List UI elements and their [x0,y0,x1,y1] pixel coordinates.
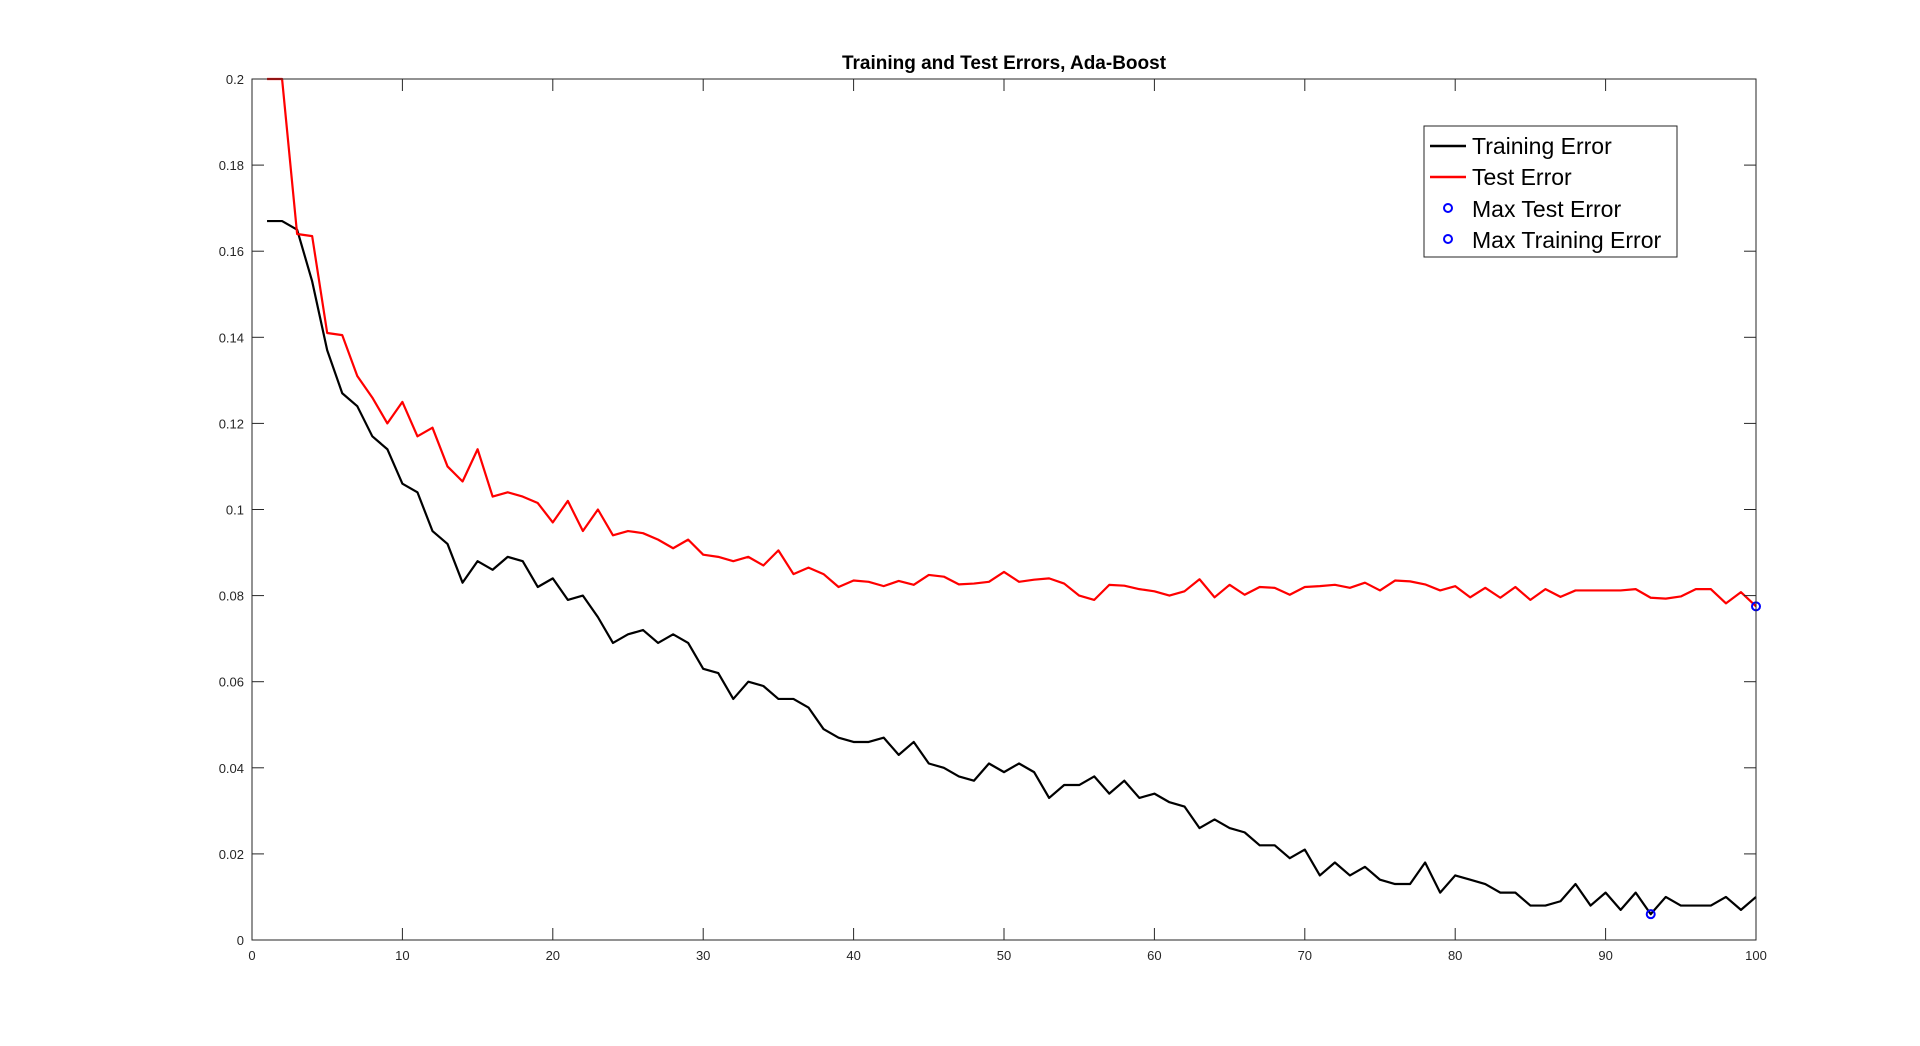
legend-box [1423,125,1678,258]
y-axis: 0 0.02 0.04 0.06 0.08 0.1 0.12 0.14 0.16 0.18 0.2 [219,72,1756,948]
legend-marker-max-training-error [1443,234,1453,244]
legend-label-max-test-error: Max Test Error [1472,196,1621,222]
x-tick-label: 40 [846,948,860,963]
y-tick-label: 0.14 [219,330,244,345]
series-line-test-error [267,77,1757,608]
x-tick-label: 80 [1448,948,1462,963]
marker-max-training-error [1645,909,1656,920]
y-tick-label: 0.02 [219,847,244,862]
y-tick-label: 0.08 [219,589,244,604]
y-tick-label: 0.2 [226,72,244,87]
y-tick-label: 0.16 [219,244,244,259]
y-tick-label: 0.04 [219,761,244,776]
x-tick-label: 30 [696,948,710,963]
x-axis: 0 10 20 30 40 50 60 70 80 90 100 [248,79,1767,963]
x-tick-label: 100 [1745,948,1767,963]
y-tick-label: 0.1 [226,503,244,518]
legend-label-test-error: Test Error [1472,164,1572,190]
series-layer [267,77,1757,916]
series-line-training-error [267,219,1757,916]
y-tick-label: 0.06 [219,675,244,690]
x-tick-label: 0 [248,948,255,963]
x-tick-label: 20 [546,948,560,963]
y-tick-label: 0.12 [219,416,244,431]
y-tick-label: 0 [237,933,244,948]
x-tick-label: 50 [997,948,1011,963]
legend-label-max-training-error: Max Training Error [1472,227,1662,253]
legend: Training Error Test Error Max Test Error… [1423,125,1678,258]
x-tick-label: 60 [1147,948,1161,963]
y-tick-label: 0.18 [219,158,244,173]
legend-label-training-error: Training Error [1472,133,1612,159]
chart-title: Training and Test Errors, Ada-Boost [842,53,1167,74]
x-tick-label: 10 [395,948,409,963]
x-tick-label: 70 [1298,948,1312,963]
legend-marker-max-test-error [1443,203,1453,213]
x-tick-label: 90 [1598,948,1612,963]
